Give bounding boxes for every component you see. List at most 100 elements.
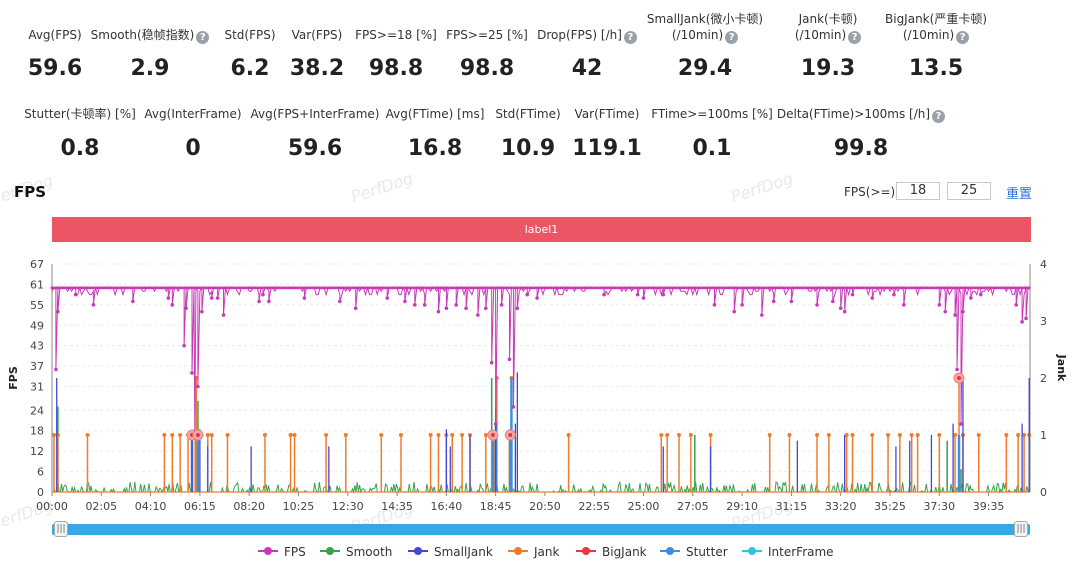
series-fps-point	[642, 286, 646, 290]
series-fps-point	[107, 286, 111, 290]
series-fps-point	[741, 286, 745, 290]
series-fps-point	[170, 303, 175, 307]
x-tick-label: 04:10	[135, 500, 167, 512]
series-fps-point	[410, 286, 414, 290]
series-fps-point	[727, 286, 731, 290]
series-fps-point	[353, 286, 357, 290]
series-fps-point	[128, 286, 132, 290]
legend-item-bigjank[interactable]: BigJank	[576, 545, 647, 559]
series-fps-point	[689, 286, 693, 290]
threshold-input-2[interactable]: 25	[947, 182, 991, 200]
help-icon[interactable]: ?	[848, 31, 862, 44]
series-fps-point	[353, 306, 358, 311]
series-fps-point	[78, 286, 82, 290]
reset-button[interactable]: 重置	[1006, 187, 1033, 202]
series-fps-point	[436, 309, 441, 314]
slider-track[interactable]	[52, 524, 1030, 535]
help-icon[interactable]: ?	[196, 31, 210, 44]
metric-label-text: Var(FTime)	[574, 107, 640, 121]
series-fps-point	[464, 306, 468, 311]
metric-label: Std(FPS)	[160, 27, 340, 43]
legend-item-stutter[interactable]: Stutter	[660, 545, 728, 559]
series-fps-point	[542, 286, 546, 290]
series-fps-point	[947, 286, 951, 290]
series-fps-point	[573, 286, 577, 290]
series-fps-point	[334, 286, 338, 290]
series-fps-point	[736, 286, 740, 290]
legend-item-jank[interactable]: Jank	[508, 545, 559, 559]
slider-handle-right[interactable]: |||	[1014, 521, 1028, 537]
label-bar[interactable]: label1	[52, 217, 1031, 242]
series-fps-point	[112, 286, 116, 290]
series-fps-point	[566, 286, 570, 290]
series-fps-point	[1022, 286, 1026, 290]
metric-label: Avg(FPS)	[0, 27, 145, 43]
series-fps-point	[504, 286, 508, 290]
series-fps-point	[140, 286, 144, 290]
legend-item-fps[interactable]: FPS	[258, 545, 306, 559]
series-jank-point	[1004, 433, 1009, 437]
series-fps-point	[444, 306, 449, 311]
y-left-axis-title: FPS	[7, 366, 20, 390]
series-fps-point	[568, 286, 572, 290]
help-icon[interactable]: ?	[956, 31, 970, 44]
series-fps-point	[592, 286, 596, 290]
y-right-tick-label: 0	[1040, 486, 1047, 499]
metric-label-text: Avg(InterFrame)	[144, 107, 242, 121]
series-fps-point	[554, 286, 558, 290]
series-fps-point	[216, 286, 220, 290]
metric-label-text: Smooth(稳帧指数)	[90, 28, 195, 42]
legend-label: Jank	[534, 545, 560, 559]
series-fps-point	[817, 286, 821, 290]
series-fps-point	[819, 286, 823, 290]
legend-dot	[326, 547, 334, 555]
series-fps-point	[67, 286, 71, 290]
series-fps-point	[606, 286, 610, 290]
series-fps-point	[575, 286, 579, 290]
series-fps-point	[663, 286, 667, 290]
help-icon[interactable]: ?	[623, 31, 637, 44]
series-fps-point	[639, 286, 643, 290]
series-fps-point	[892, 292, 896, 297]
help-icon[interactable]: ?	[932, 110, 946, 123]
series-fps-point	[386, 286, 390, 290]
series-fps-point	[194, 286, 198, 290]
metric-label-text: Stutter(卡顿率) [%]	[24, 107, 136, 121]
series-fps-point	[509, 286, 513, 290]
legend-item-smalljank[interactable]: SmallJank	[408, 545, 493, 559]
threshold-input-1[interactable]: 18	[896, 182, 940, 200]
metric-label: Drop(FPS) [/h]?	[497, 27, 677, 44]
series-fps-point	[100, 286, 104, 290]
series-fps-point	[156, 286, 160, 290]
series-fps-point	[866, 286, 870, 290]
time-range-slider[interactable]: ||| |||	[52, 521, 1030, 537]
series-fps-point	[703, 286, 707, 290]
metric-label: Std(FTime)	[438, 106, 618, 122]
metric-value: 59.6	[27, 56, 83, 81]
legend-label: Stutter	[686, 545, 728, 559]
legend-item-smooth[interactable]: Smooth	[320, 545, 392, 559]
y-left-tick-label: 61	[30, 278, 44, 291]
slider-handle-left[interactable]: |||	[54, 521, 68, 537]
series-fps-point	[571, 286, 575, 290]
help-icon[interactable]: ?	[725, 31, 739, 44]
series-fps-point	[852, 286, 856, 290]
y-left-tick-label: 31	[30, 381, 44, 394]
metric-metrics_row1-4: FPS>=18 [%] 98.8	[306, 11, 486, 86]
series-fps-point	[1008, 286, 1012, 290]
series-jank-point	[844, 433, 849, 437]
legend-symbol	[508, 546, 528, 556]
series-fps-point	[500, 286, 504, 290]
series-fps-point	[862, 286, 866, 290]
series-fps-point	[507, 286, 511, 290]
series-jank-point	[292, 433, 297, 437]
y-left-tick-label: 24	[30, 404, 44, 417]
series-fps-point	[791, 286, 795, 290]
series-fps-point	[417, 286, 421, 290]
series-fps-point	[308, 286, 312, 290]
series-fps-point	[807, 286, 811, 290]
series-fps-point	[294, 286, 298, 290]
legend-item-interframe[interactable]: InterFrame	[742, 545, 834, 559]
series-fps-point	[684, 286, 688, 290]
series-fps-point	[341, 286, 345, 290]
